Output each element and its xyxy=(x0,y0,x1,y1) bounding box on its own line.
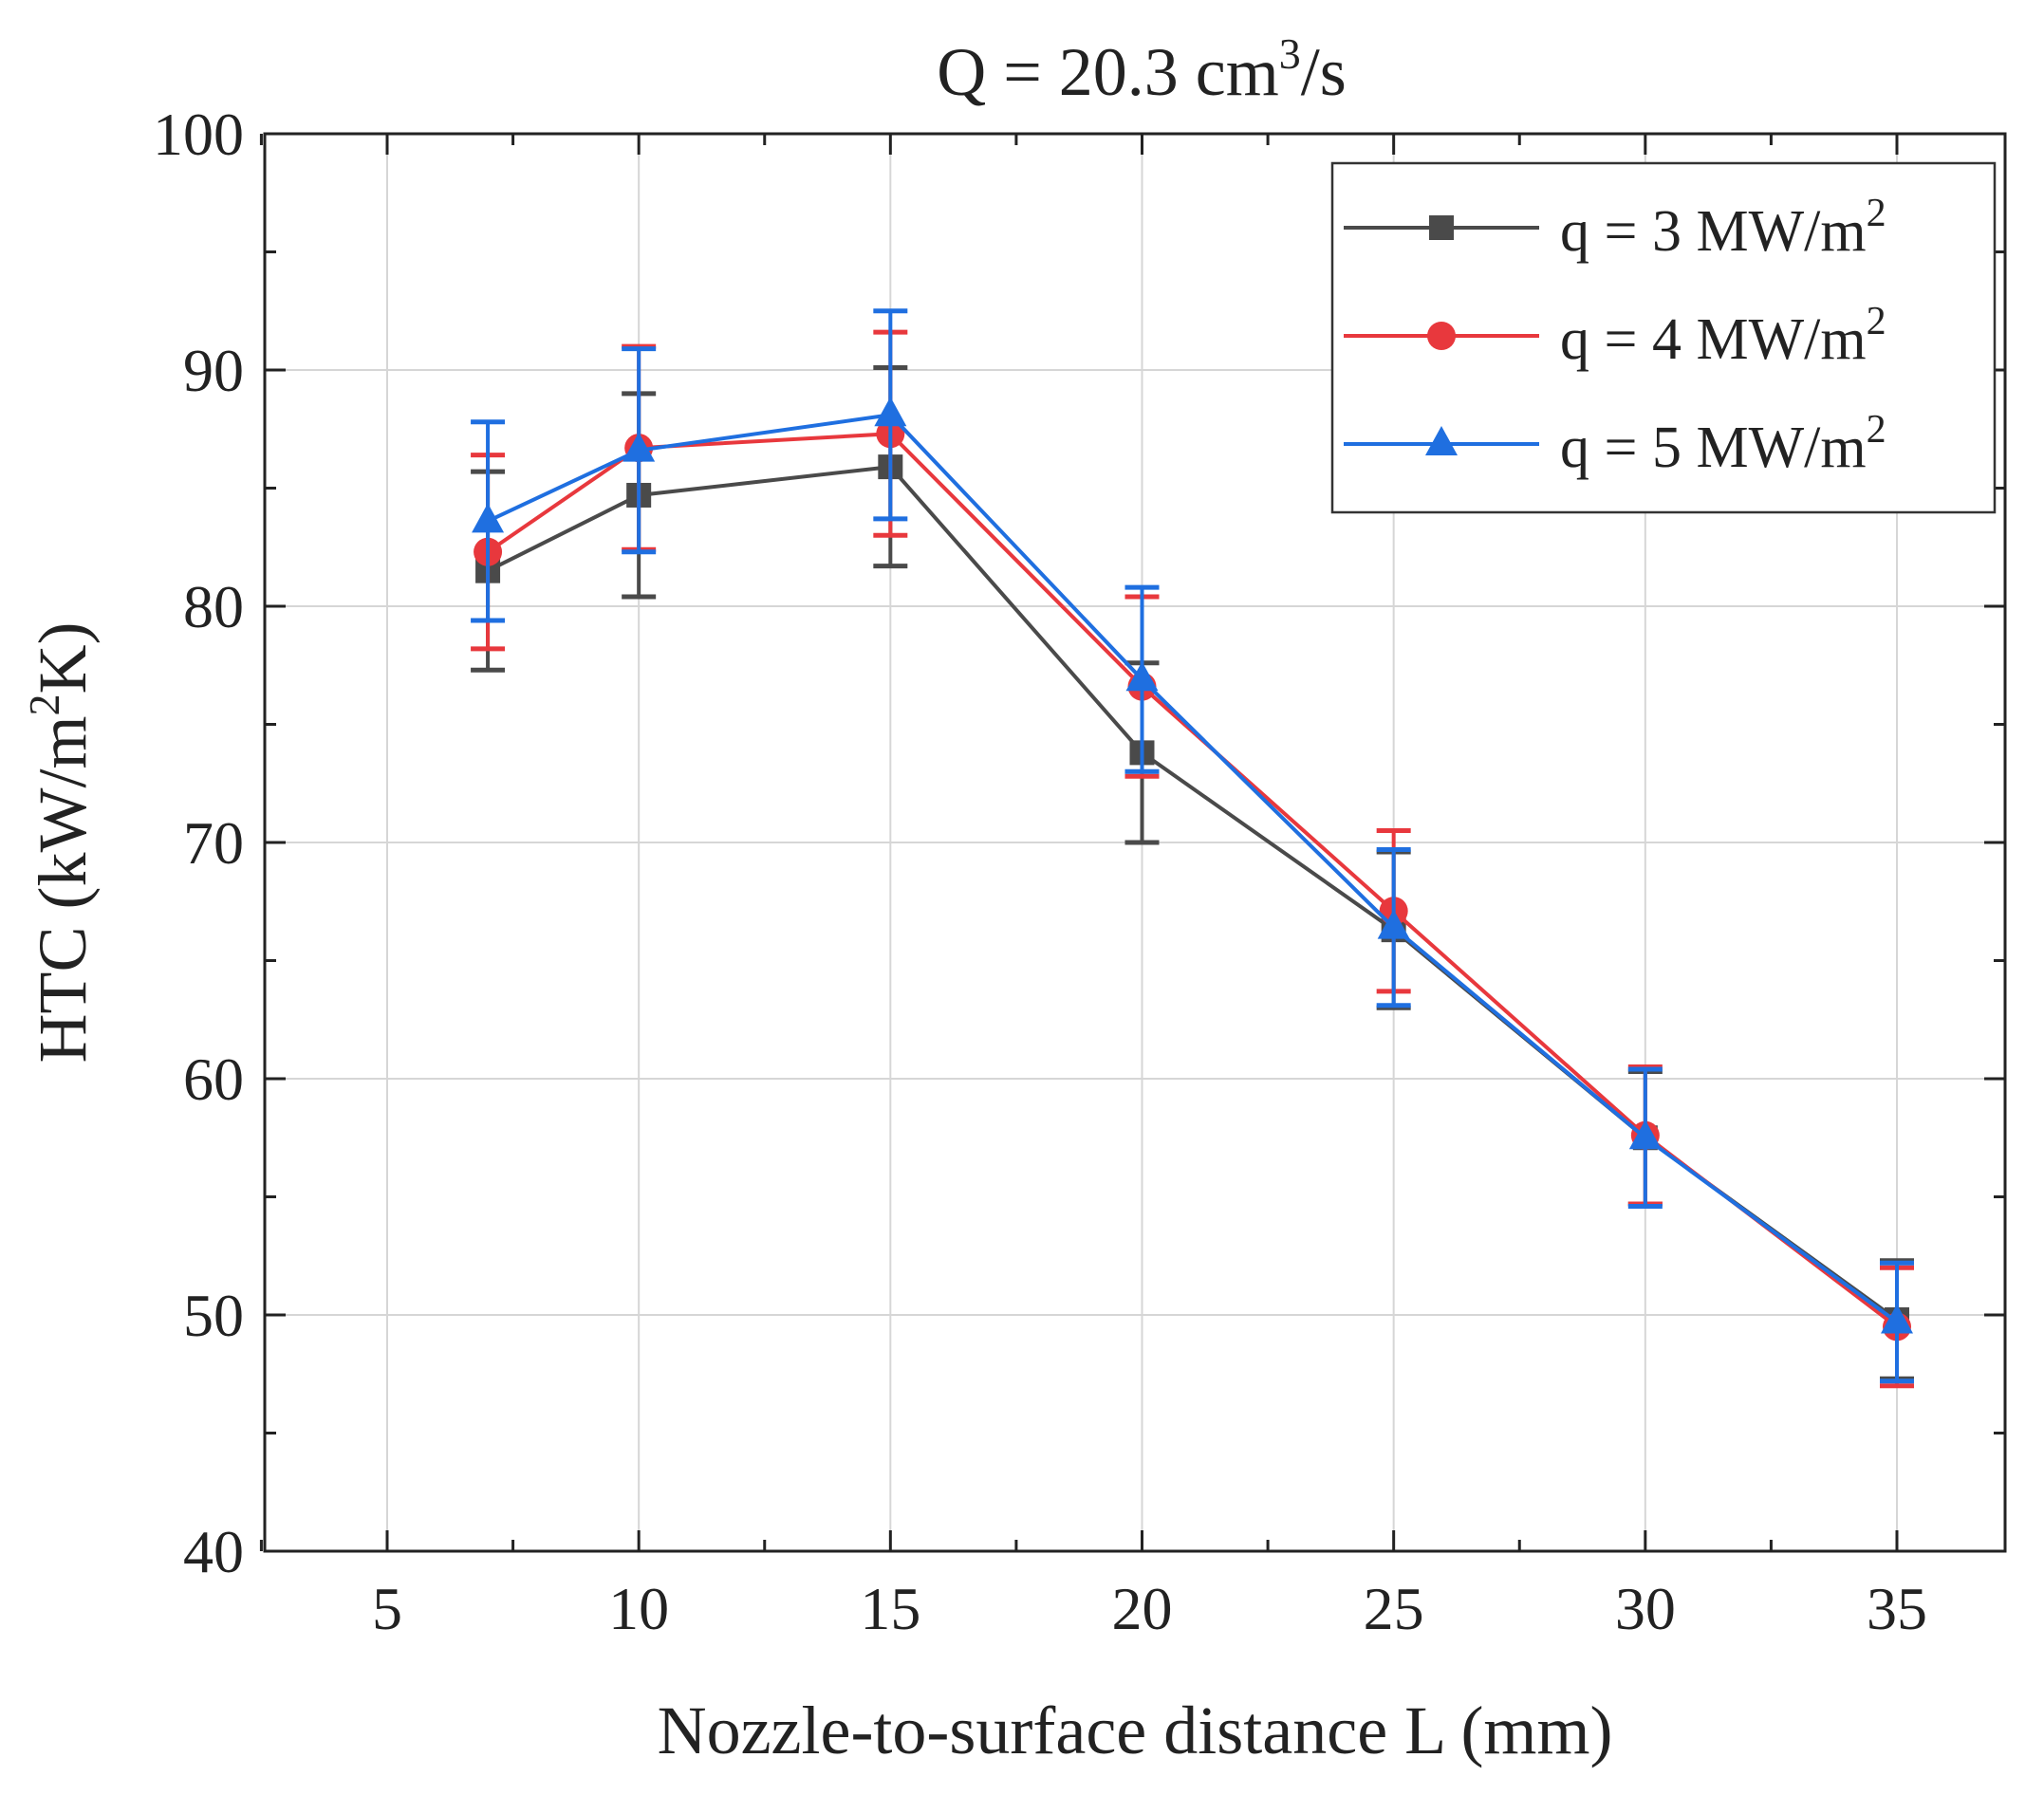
series-line xyxy=(487,464,1899,1322)
y-tick-label: 100 xyxy=(153,101,244,168)
y-tick-label: 90 xyxy=(183,337,244,404)
axis-ticks xyxy=(259,132,2005,1553)
series-1 xyxy=(471,365,1914,1381)
data-point xyxy=(874,397,907,427)
data-point xyxy=(1377,909,1410,939)
data-point xyxy=(1881,1304,1913,1334)
x-axis-label: Nozzle-to-surface distance L (mm) xyxy=(658,1693,1613,1768)
legend-label: q = 4 MW/m2 xyxy=(1560,300,1886,372)
series-line xyxy=(487,413,1899,1324)
legend-marker xyxy=(1429,215,1454,240)
data-point xyxy=(1628,1120,1662,1150)
legend-marker xyxy=(1425,426,1458,455)
y-tick-label: 80 xyxy=(183,573,244,640)
x-tick-label: 20 xyxy=(1112,1575,1173,1642)
legend: q = 3 MW/m2 q = 4 MW/m2 q = 5 MW/m2 xyxy=(1330,161,1997,514)
x-tick-label: 10 xyxy=(608,1575,669,1642)
y-tick-label: 70 xyxy=(183,809,244,877)
plot-frame xyxy=(263,132,2007,1553)
legend-label: q = 5 MW/m2 xyxy=(1560,408,1886,480)
series-layer xyxy=(471,308,1914,1389)
x-tick-label: 30 xyxy=(1615,1575,1676,1642)
y-tick-label: 40 xyxy=(183,1518,244,1585)
y-tick-label: 60 xyxy=(183,1046,244,1113)
y-tick-label: 50 xyxy=(183,1282,244,1349)
legend-label: q = 3 MW/m2 xyxy=(1560,192,1886,264)
data-point xyxy=(622,432,656,462)
series-line xyxy=(486,432,1899,1329)
data-point xyxy=(1125,661,1159,692)
series-3 xyxy=(471,308,1914,1384)
data-point xyxy=(472,503,505,533)
chart-title: Q = 20.3 cm3/s xyxy=(937,29,1347,110)
y-axis-label: HTC (kW/m2K) xyxy=(20,622,101,1064)
x-tick-label: 35 xyxy=(1867,1575,1927,1642)
x-tick-label: 25 xyxy=(1364,1575,1424,1642)
x-tick-label: 5 xyxy=(372,1575,402,1642)
legend-marker xyxy=(1427,322,1456,350)
x-tick-label: 15 xyxy=(860,1575,920,1642)
tick-labels: 5 10 15 20 25 30 35 40 50 60 70 80 90 100 xyxy=(153,101,1927,1642)
